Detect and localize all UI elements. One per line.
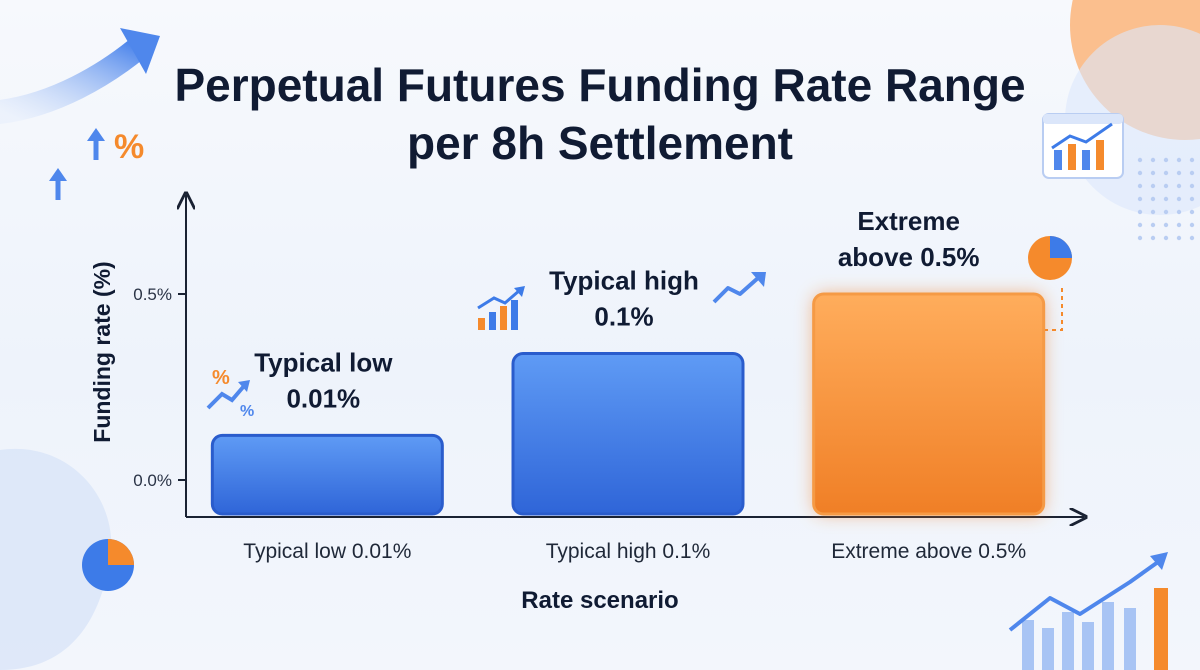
x-tick-label: Typical high 0.1% [546, 540, 711, 563]
mini-bar-trend-icon [477, 286, 525, 330]
x-tick-labels: Typical low 0.01% Typical high 0.1% Extrem… [243, 540, 1026, 563]
bar-1 [210, 433, 444, 516]
trend-chart-icon [1008, 552, 1168, 670]
bar-label-line-1: Extreme [857, 206, 960, 236]
percent-icon: % [114, 128, 144, 166]
swoosh-arrowhead-icon [120, 28, 160, 74]
title-line-1: Perpetual Futures Funding Rate Range [174, 59, 1026, 111]
bar-label-line-1: Typical high [549, 266, 699, 296]
svg-text:%: % [212, 367, 230, 389]
arrow-up-icon [49, 128, 105, 200]
y-axis-label: Funding rate (%) [89, 261, 115, 442]
x-tick-label: Typical low 0.01% [243, 540, 411, 563]
trend-arrow-icon [712, 272, 766, 304]
blue-blob-bottom-left [0, 448, 112, 670]
chart-title: Perpetual Futures Funding Rate Range per… [0, 56, 1200, 172]
percent-trend-icon: % % [206, 367, 254, 420]
bar-label-line-2: 0.1% [594, 302, 653, 332]
bar-label-line-1: Typical low [254, 347, 393, 377]
y-ticks: 0.0% 0.5% [133, 285, 186, 490]
bar-value-labels: Typical low 0.01% Typical high 0.1% Extreme a… [254, 206, 979, 413]
title-line-2: per 8h Settlement [407, 117, 793, 169]
bars [210, 292, 1046, 516]
dot-grid-icon [1137, 157, 1195, 241]
y-tick-label: 0.0% [133, 471, 172, 490]
x-tick-label: Extreme above 0.5% [831, 540, 1026, 563]
pie-chart-icon [82, 236, 1072, 591]
x-axis-label: Rate scenario [521, 587, 678, 614]
connector-dashed-line [1040, 288, 1063, 331]
swoosh-arrow-icon [0, 36, 150, 124]
bar-label-line-2: 0.01% [286, 383, 360, 413]
svg-text:%: % [240, 403, 254, 420]
bar-chart-icon [1042, 113, 1124, 179]
y-tick-label: 0.5% [133, 285, 172, 304]
bar-3 [812, 292, 1046, 516]
bar-label-line-2: above 0.5% [838, 242, 980, 272]
bar-2 [511, 352, 745, 516]
